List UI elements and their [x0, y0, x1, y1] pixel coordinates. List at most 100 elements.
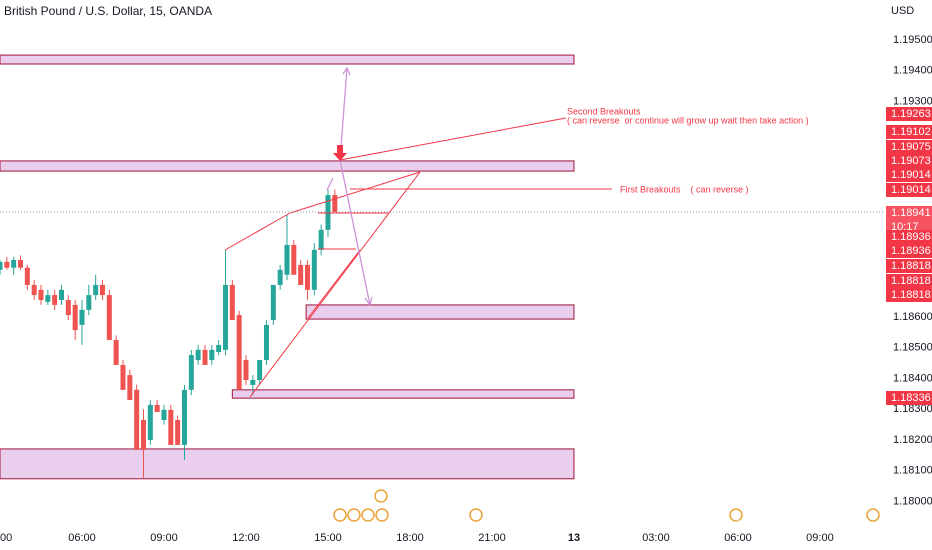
event-icon: [374, 489, 388, 503]
price-label: 1.19075: [891, 141, 931, 153]
candle-body: [106, 295, 112, 340]
price-label-box: [886, 154, 932, 168]
x-tick-label: 03:00: [642, 532, 670, 544]
candle-body: [31, 284, 37, 296]
x-tick-label: 15:00: [314, 532, 342, 544]
candle-body: [0, 261, 3, 270]
y-tick-label: 1.18400: [893, 372, 932, 384]
price-label: 1.18936: [891, 231, 931, 243]
price-label: 1.19014: [891, 184, 931, 196]
price-label-box: [886, 183, 932, 197]
candle-body: [24, 267, 30, 285]
candle-body: [209, 349, 215, 360]
channel-line: [307, 249, 361, 319]
annotation: Second Breakouts: [567, 106, 641, 116]
candle-body: [79, 309, 85, 325]
candle-body: [154, 404, 160, 412]
event-icon: [866, 508, 880, 522]
event-icon: [729, 508, 743, 522]
candle-body: [45, 295, 51, 302]
trend-line: [339, 117, 567, 161]
candle-body: [277, 269, 283, 285]
arrow-shaft: [337, 145, 343, 153]
price-label-box: [886, 244, 932, 258]
candle-body: [120, 364, 126, 390]
event-icon: [333, 508, 347, 522]
x-tick-label: 06:00: [68, 532, 96, 544]
arrows: [326, 66, 373, 307]
event-icon: [469, 508, 483, 522]
price-label-box: [886, 168, 932, 182]
candle-body: [284, 244, 290, 275]
event-icon: [347, 508, 361, 522]
candle-body: [181, 389, 187, 445]
event-icon: [375, 508, 389, 522]
price-label-box: [886, 288, 932, 302]
currency: USD: [891, 5, 914, 17]
price-label-box: [886, 274, 932, 288]
event-icon: [361, 508, 375, 522]
price-label-box: [886, 125, 932, 139]
candle-body: [188, 355, 194, 390]
price-label: 1.19102: [891, 126, 931, 138]
price-label: 1.18336: [891, 392, 931, 404]
zone: [231, 389, 575, 399]
x-tick-label: 06:00: [724, 532, 752, 544]
candle-body: [134, 389, 140, 450]
overlay: 1.19500 1.19400 1.19300 1.18600 1.18500 1.184…: [0, 34, 932, 544]
candle-body: [65, 300, 71, 316]
annotation: First Breakouts ( can reverse ): [620, 184, 749, 194]
arrow: [326, 177, 334, 191]
arrow-head: [333, 153, 347, 161]
candle-body: [72, 304, 78, 331]
price-label: 1.18936: [891, 245, 931, 257]
candle-body: [195, 349, 201, 360]
candle-body: [304, 264, 310, 290]
candle-body: [270, 284, 276, 320]
arrow: [339, 159, 373, 307]
candle-body: [161, 409, 167, 420]
zone: [0, 160, 575, 172]
candle-body: [140, 420, 146, 450]
trend-line: [224, 212, 291, 251]
price-label: 1.18818: [891, 289, 931, 301]
candle-body: [216, 344, 222, 352]
candle-body: [175, 420, 181, 445]
candle-body: [318, 229, 324, 250]
candle-body: [229, 284, 235, 320]
candle-body: [291, 244, 297, 275]
candle-body: [38, 289, 44, 300]
y-tick-label: 1.18200: [893, 434, 932, 446]
price-label: 1.18818: [891, 260, 931, 272]
countdown: 10:17: [891, 221, 919, 233]
candle-body: [222, 284, 228, 350]
price-label-box: [886, 259, 932, 273]
candle-body: [202, 349, 208, 365]
price-label: 1.18941: [891, 207, 931, 219]
price-label: 1.19073: [891, 155, 931, 167]
candle-body: [4, 261, 10, 268]
y-tick-label: 1.18000: [893, 495, 932, 507]
down-arrow: [333, 145, 347, 161]
y-tick-label: 1.19500: [893, 34, 932, 46]
price-label: 1.19263: [891, 108, 931, 120]
candle-body: [11, 260, 17, 268]
arrow: [339, 66, 351, 161]
y-tick-label: 1.19300: [893, 95, 932, 107]
candle-body: [93, 284, 99, 296]
candle-body: [236, 315, 242, 390]
y-tick-label: 1.19400: [893, 65, 932, 77]
candle-body: [58, 289, 64, 300]
candles: [0, 189, 338, 478]
price-label-box: [886, 230, 932, 244]
y-tick-label: 1.18300: [893, 403, 932, 415]
candle-body: [168, 409, 174, 445]
y-tick-label: 1.18500: [893, 342, 932, 354]
candle-body: [99, 284, 105, 296]
x-tick-label: 18:00: [396, 532, 424, 544]
candle-body: [332, 195, 338, 212]
drawings: [224, 117, 612, 398]
candle-body: [311, 249, 317, 290]
x-tick-label: 21:00: [478, 532, 506, 544]
